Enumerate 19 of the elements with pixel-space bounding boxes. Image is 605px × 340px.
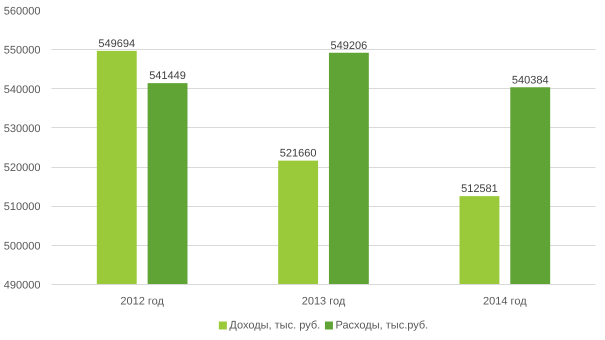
x-tick-label: 2013 год <box>302 296 346 308</box>
x-tick-label: 2012 год <box>120 296 165 308</box>
legend-label: Доходы, тыс. руб. <box>229 320 320 332</box>
y-tick-label: 550000 <box>4 44 41 57</box>
y-tick-label: 490000 <box>4 280 41 292</box>
y-tick-label: 530000 <box>4 122 41 135</box>
data-label: 549206 <box>330 40 368 52</box>
data-label: 541449 <box>149 70 186 82</box>
data-label: 521660 <box>280 148 316 160</box>
y-tick-label: 520000 <box>4 162 41 174</box>
data-label: 540384 <box>512 74 549 86</box>
legend-label: Расходы, тыс.руб. <box>335 320 428 332</box>
data-label: 549694 <box>98 38 136 50</box>
x-tick-label: 2014 год <box>483 296 528 308</box>
y-tick-label: 500000 <box>4 240 41 252</box>
y-tick-label: 540000 <box>4 84 41 96</box>
y-tick-label: 560000 <box>4 6 41 18</box>
data-label: 512581 <box>461 183 498 196</box>
y-tick-label: 510000 <box>4 201 41 214</box>
